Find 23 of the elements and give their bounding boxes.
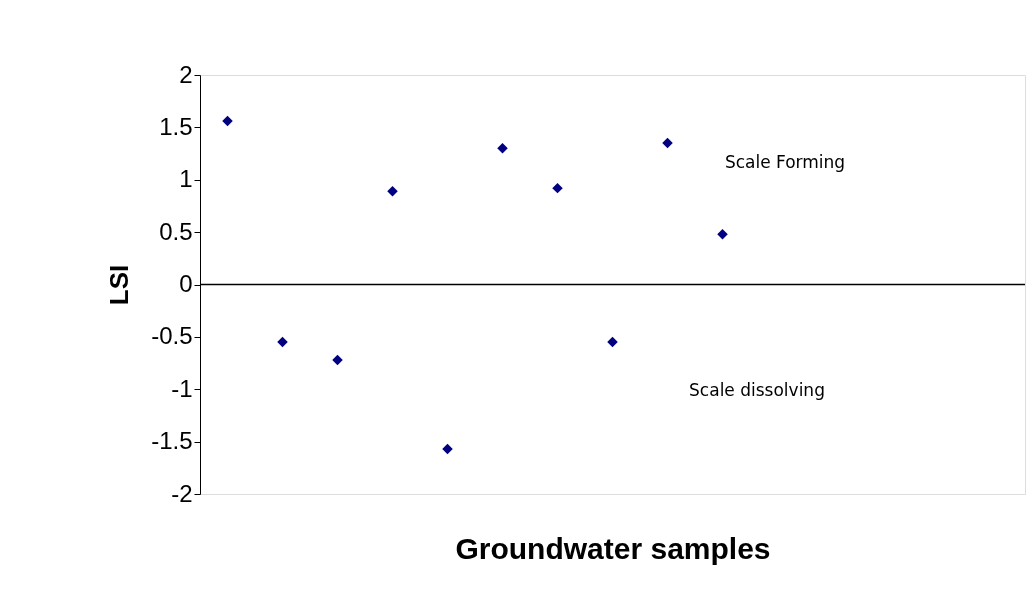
y-tick-label: 1.5 [159,112,193,140]
y-tick-label: 1 [179,165,193,193]
annotation: Scale dissolving [689,380,825,400]
y-tick-label: -1 [171,374,193,402]
point [607,336,618,348]
y-tick-label: -2 [171,479,193,507]
y-tick-label: 2 [179,60,193,88]
x-axis-title: Groundwater samples [455,531,771,565]
point [222,115,233,127]
point [277,336,288,348]
point [442,443,453,455]
point [497,143,508,154]
annotation: Scale Forming [724,152,846,172]
y-tick-label: -0.5 [151,322,193,350]
point [662,137,673,149]
y-axis-title: LSI [104,264,135,306]
y-tick-label: 0.5 [159,217,193,245]
y-tick-label: -1.5 [151,427,193,455]
point [717,228,728,240]
point [332,354,343,366]
point [387,186,398,197]
y-tick-label: 0 [179,270,193,297]
point [552,182,563,194]
